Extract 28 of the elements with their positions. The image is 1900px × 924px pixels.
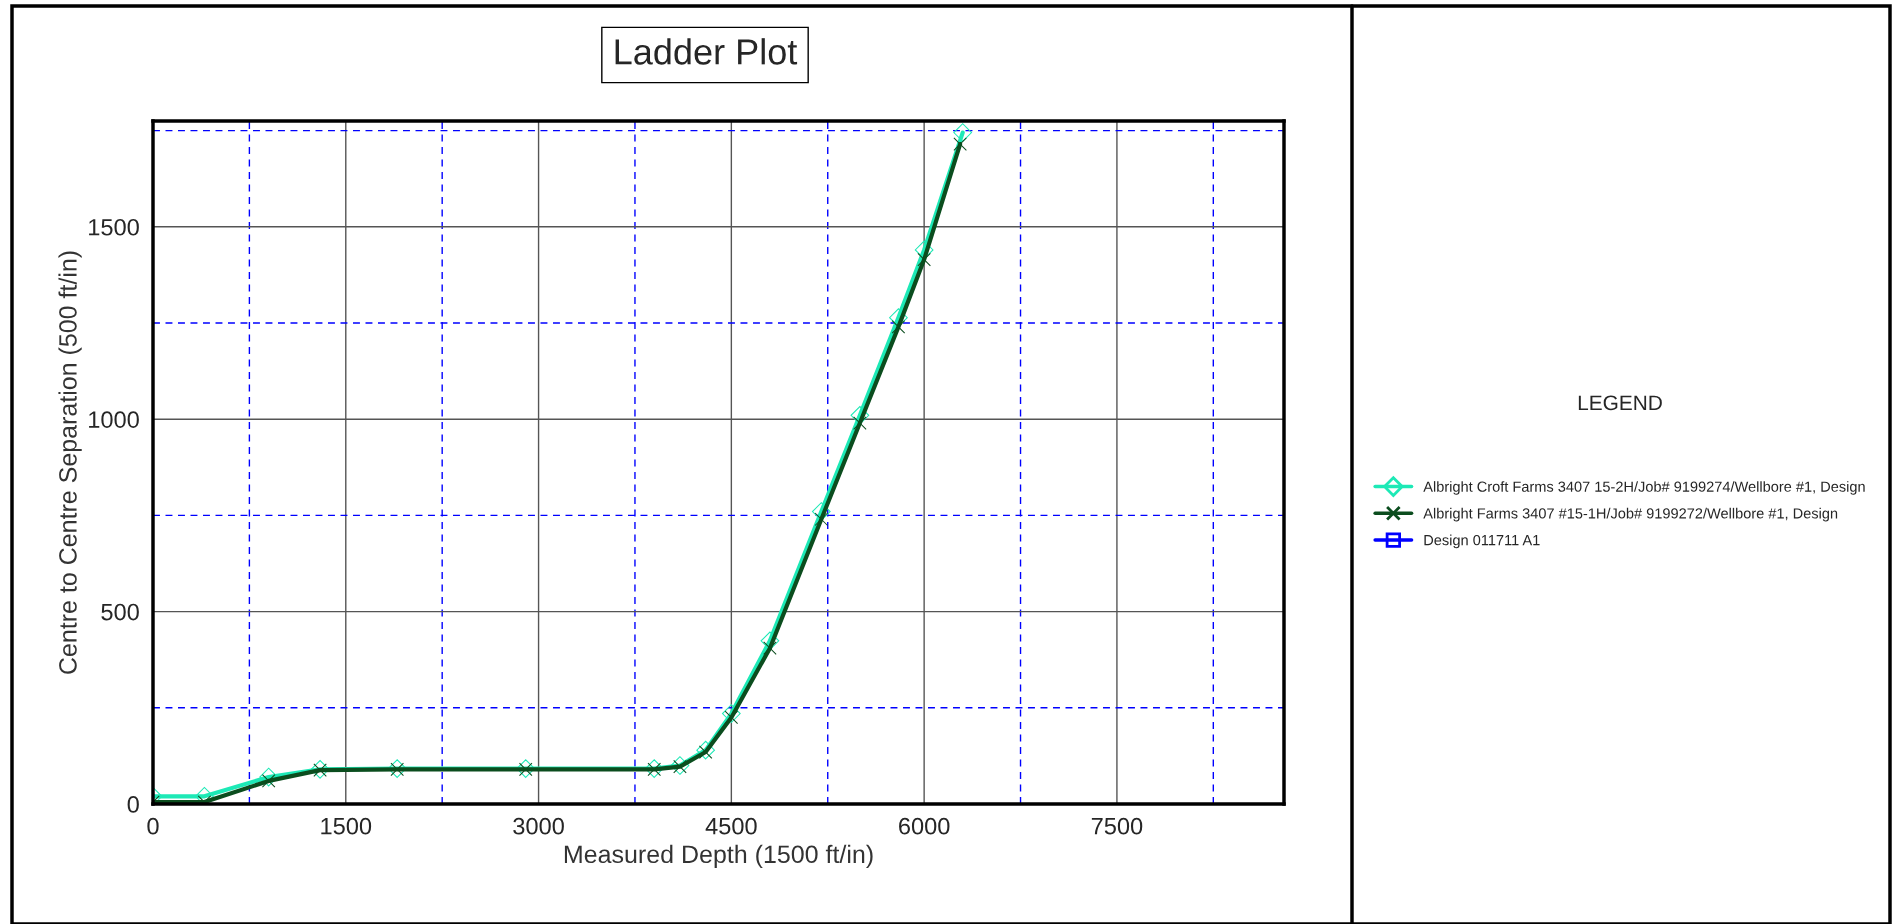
x-axis-title: Measured Depth (1500 ft/in) xyxy=(564,844,873,869)
x-tick-label: 1500 xyxy=(321,817,372,835)
point xyxy=(953,123,973,142)
legend-label: Albright Farms 3407 #15-1H/Job# 9199272/Wellbore #1, Design xyxy=(1423,507,1838,522)
x-tick-label: 3000 xyxy=(513,817,564,835)
y-tick-label: 1500 xyxy=(89,218,139,236)
legend-label: Design 011711 A1 xyxy=(1424,534,1540,549)
y-tick-label: 1000 xyxy=(89,411,139,428)
legend-title: LEGEND xyxy=(1578,395,1662,411)
point xyxy=(696,740,716,760)
point xyxy=(760,631,780,651)
point xyxy=(917,252,931,267)
y-tick-label: 500 xyxy=(101,603,139,621)
point xyxy=(763,641,777,655)
x-tick-label: 4500 xyxy=(705,817,757,835)
point xyxy=(853,416,867,430)
point xyxy=(953,137,967,151)
x-tick-label: 0 xyxy=(147,817,159,835)
x-tick-label: 7500 xyxy=(1091,817,1143,835)
chart-title: Ladder Plot xyxy=(615,38,798,65)
point xyxy=(891,320,906,334)
point xyxy=(721,704,741,723)
x-tick-label: 6000 xyxy=(899,817,950,835)
y-tick-label: 0 xyxy=(127,796,139,813)
y-axis-title: Centre to Centre Separation (500 ft/in) xyxy=(58,251,82,674)
legend-label: Albright Croft Farms 3407 15-2H/Job# 9199274/Wellbore #1, Design xyxy=(1423,481,1865,495)
point xyxy=(850,406,870,425)
point xyxy=(814,512,829,527)
